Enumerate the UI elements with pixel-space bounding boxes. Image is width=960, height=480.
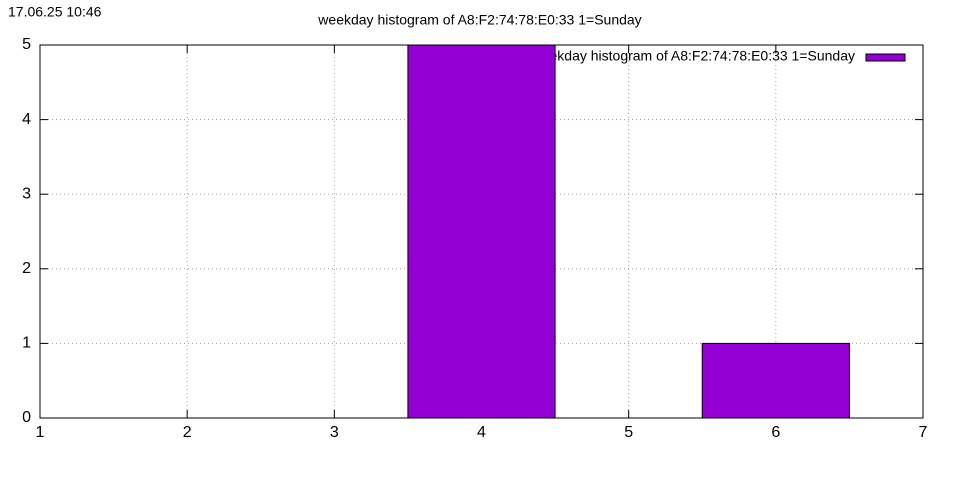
y-tick-label: 3 xyxy=(22,185,31,202)
y-tick-label: 4 xyxy=(22,111,31,128)
bar xyxy=(701,342,850,419)
y-tick-label: 5 xyxy=(22,36,31,53)
x-tick-label: 5 xyxy=(624,424,633,441)
y-tick-label: 1 xyxy=(22,335,31,352)
x-tick-label: 6 xyxy=(771,424,780,441)
x-tick-label: 1 xyxy=(36,424,45,441)
y-tick-label: 0 xyxy=(22,409,31,426)
timestamp: 17.06.25 10:46 xyxy=(8,4,102,20)
chart-title: weekday histogram of A8:F2:74:78:E0:33 1… xyxy=(317,12,641,28)
legend-label: weekday histogram of A8:F2:74:78:E0:33 1… xyxy=(531,48,855,64)
y-tick-label: 2 xyxy=(22,260,31,277)
x-tick-label: 7 xyxy=(919,424,928,441)
x-tick-label: 3 xyxy=(330,424,339,441)
bar xyxy=(407,44,556,419)
x-tick-label: 2 xyxy=(183,424,192,441)
plot-frame xyxy=(39,44,924,419)
legend-swatch xyxy=(865,53,906,62)
x-tick-label: 4 xyxy=(477,424,486,441)
